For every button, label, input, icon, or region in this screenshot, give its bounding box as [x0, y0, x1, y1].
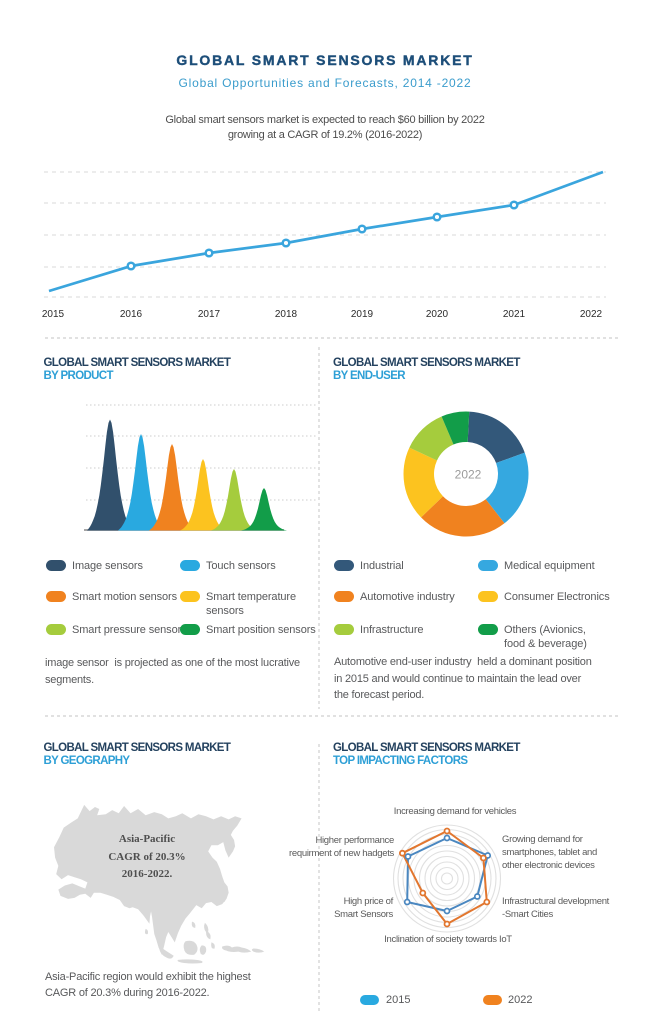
svg-text:2019: 2019: [351, 309, 374, 320]
svg-text:2017: 2017: [198, 309, 221, 320]
svg-text:2015: 2015: [42, 309, 65, 320]
svg-text:2022: 2022: [580, 309, 603, 320]
svg-text:2020: 2020: [426, 309, 449, 320]
svg-text:2016: 2016: [120, 309, 143, 320]
svg-text:2022: 2022: [455, 468, 482, 482]
svg-text:2018: 2018: [275, 309, 298, 320]
svg-text:2021: 2021: [503, 309, 526, 320]
